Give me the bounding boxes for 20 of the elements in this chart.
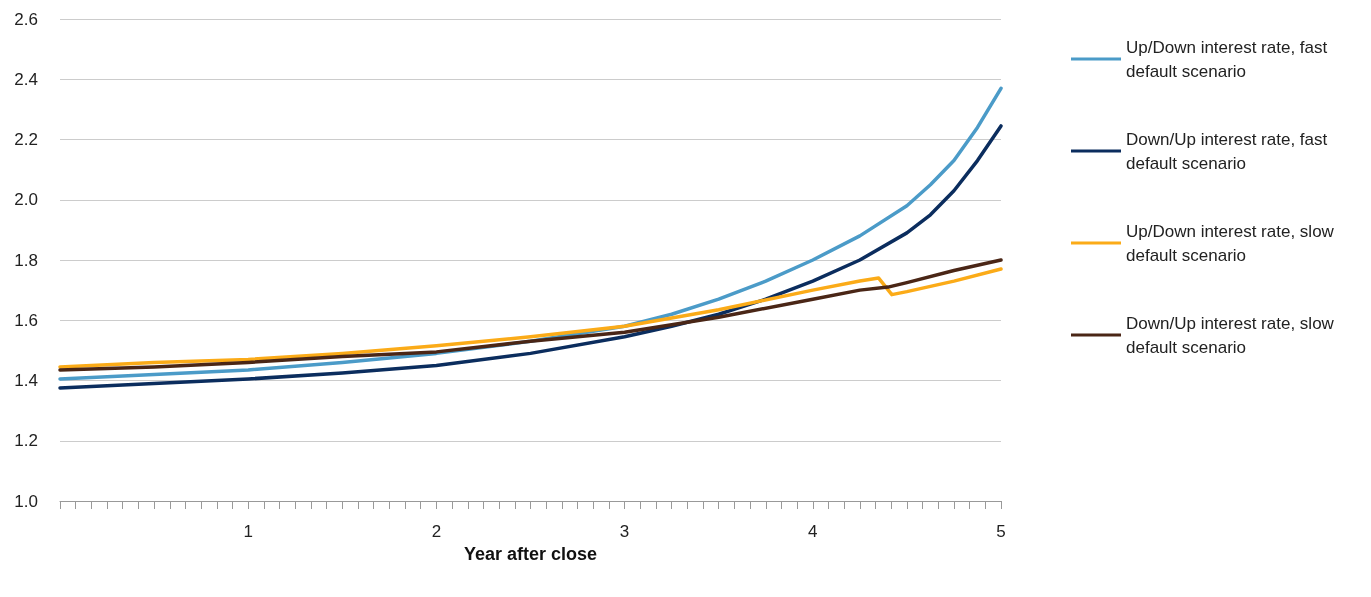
y-tick-label: 2.0 [14,190,38,210]
y-tick-label: 2.2 [14,130,38,149]
x-axis-title: Year after close [463,543,598,564]
x-tick-label: 1 [243,522,253,541]
legend-label: Down/Up interest rate, fast default scenario [1126,129,1332,173]
x-tick-label: 2 [431,522,442,541]
y-tick-label: 1.4 [14,371,38,390]
legend-label: Down/Up interest rate, slow default scenario [1126,313,1339,357]
legend-label: Up/Down interest rate, fast default scenario [1126,37,1332,81]
legend-label: Up/Down interest rate, slow default scenario [1126,221,1339,265]
line-series [58,124,1003,390]
y-tick-label: 1.0 [14,491,38,511]
y-tick-label: 1.6 [14,310,38,330]
x-tick-label: 4 [808,522,818,541]
x-tick-label: 3 [619,522,630,541]
y-tick-label: 1.8 [14,250,38,270]
x-tick-label: 5 [996,522,1006,541]
y-tick-label: 2.6 [14,9,38,29]
y-tick-label: 1.2 [14,431,38,451]
y-tick-label: 2.4 [14,69,38,89]
